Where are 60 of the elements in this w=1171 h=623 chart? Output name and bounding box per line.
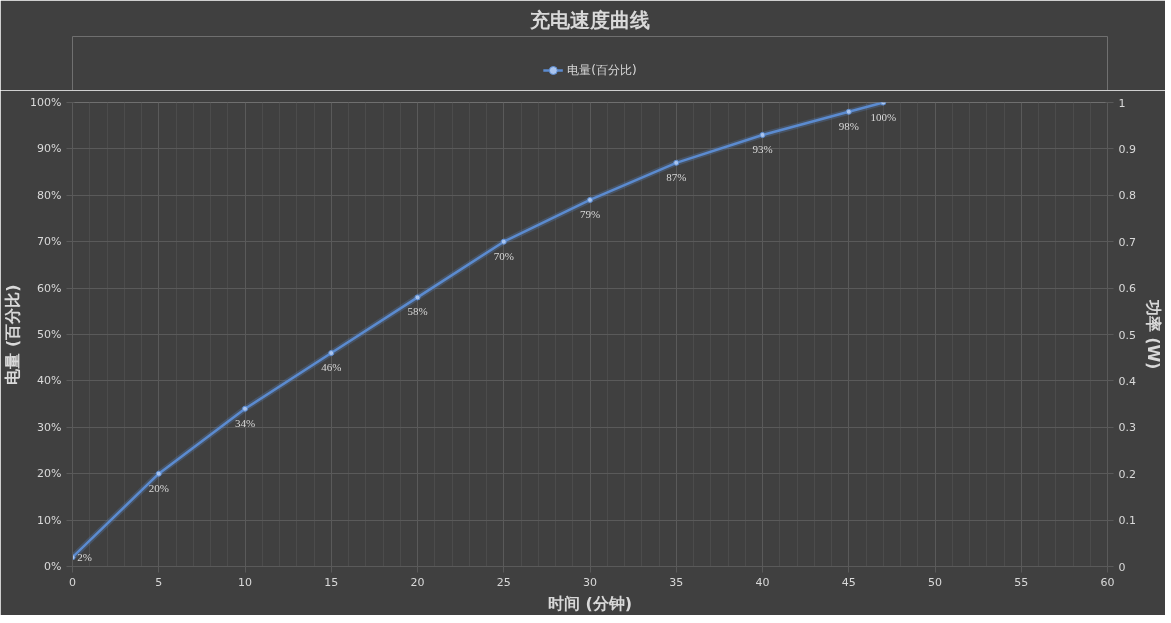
y2-tick-label: 0.8 [1118, 189, 1136, 203]
legend-label: 电量(百分比) [567, 61, 637, 79]
y-tick-label: 40% [37, 374, 62, 388]
point [759, 131, 766, 138]
data-label: 34% [234, 416, 256, 429]
y2-tick-label: 0.5 [1118, 328, 1136, 342]
x-tick-label: 40 [755, 575, 770, 589]
y2-tick-label: 0.9 [1118, 142, 1136, 156]
data-label: 98% [838, 119, 859, 132]
y-tick-label: 30% [37, 420, 62, 434]
y-tick-label: 0% [44, 560, 62, 573]
y-axis-title: 电量 (百分比) [3, 284, 23, 385]
y2-tick-label: 0.2 [1118, 467, 1136, 481]
x-axis-title: 时间 (分钟) [547, 593, 633, 613]
point [242, 405, 248, 412]
point [845, 108, 852, 115]
x-tick-label: 50 [928, 575, 942, 589]
x-tick-label: 10 [238, 575, 252, 589]
x-tick-label: 0 [69, 575, 76, 589]
x-tick-label: 25 [496, 575, 511, 589]
data-label: 79% [579, 207, 601, 220]
y2-tick-label: 0.4 [1118, 374, 1136, 388]
point [414, 294, 421, 301]
y-tick-label: 10% [37, 513, 62, 527]
data-label: 58% [407, 305, 428, 318]
y-tick-label: 20% [37, 467, 62, 481]
y2-tick-label: 0.6 [1118, 282, 1136, 296]
chart-title: 充电速度曲线 [529, 7, 650, 32]
y2-tick-label: 1 [1118, 96, 1126, 110]
x-tick-label: 5 [155, 575, 163, 589]
y-tick-label: 60% [37, 281, 62, 295]
x-tick-label: 15 [324, 575, 339, 589]
x-tick-label: 55 [1014, 575, 1029, 589]
data-label: 2% [77, 551, 92, 564]
data-label: 93% [752, 142, 773, 155]
y2-tick-label: 0.7 [1118, 235, 1136, 249]
y2-tick-label: 0 [1118, 560, 1126, 574]
y-tick-label: 80% [37, 188, 62, 202]
y-tick-label: 70% [37, 235, 62, 249]
x-tick-label: 45 [841, 575, 856, 589]
y2-tick-label: 0.3 [1118, 421, 1136, 435]
data-label: 20% [148, 481, 169, 494]
data-label: 100% [870, 110, 897, 123]
data-label: 70% [493, 249, 514, 262]
point [673, 159, 680, 166]
data-label: 87% [666, 170, 687, 183]
x-tick-label: 35 [669, 575, 684, 589]
y2-tick-label: 0.1 [1118, 514, 1136, 528]
data-label: 46% [321, 361, 342, 374]
x-tick-label: 60 [1100, 575, 1115, 589]
x-tick-label: 30 [583, 575, 597, 589]
x-tick-label: 20 [410, 575, 425, 589]
y-tick-label: 90% [37, 142, 62, 156]
point [328, 350, 335, 357]
point [500, 238, 507, 245]
y-tick-label: 50% [37, 328, 62, 341]
y-tick-label: 100% [30, 96, 62, 109]
y2-axis-title: 功率 (W) [1143, 298, 1163, 370]
point [587, 196, 593, 203]
point [155, 470, 162, 477]
